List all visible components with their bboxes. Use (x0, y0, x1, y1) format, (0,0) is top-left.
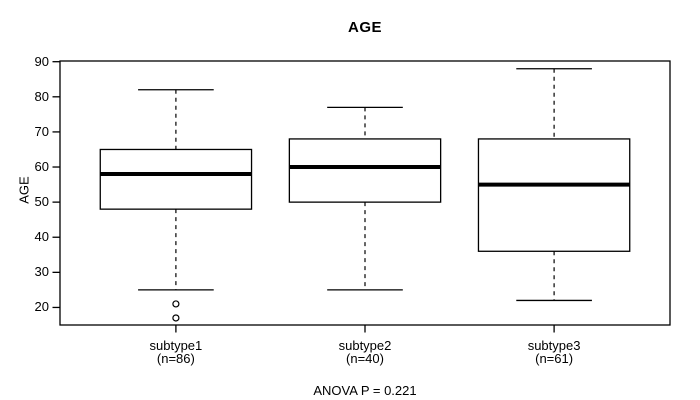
outlier-point (172, 300, 180, 308)
group-name: subtype3 (527, 338, 581, 353)
outlier-point (172, 314, 180, 322)
chart-title: AGE (347, 19, 382, 36)
y-tick-label: 20 (34, 299, 49, 315)
iqr-box (99, 148, 253, 210)
group-n-count: (n=40) (346, 351, 384, 366)
x-group-label-subtype1: subtype1 (n=86) (96, 339, 256, 365)
anova-annotation: ANOVA P = 0.221 (313, 383, 417, 398)
y-tick-label: 50 (34, 194, 49, 210)
group-n-count: (n=61) (535, 351, 574, 366)
y-tick-label: 30 (34, 264, 49, 280)
group-name: subtype2 (338, 338, 392, 353)
boxplot-subtype1 (99, 89, 253, 333)
y-tick-label: 70 (34, 123, 49, 139)
iqr-box (477, 138, 631, 252)
x-group-label-subtype3: subtype3 (n=61) (474, 339, 634, 365)
boxplot-subtype2 (288, 106, 442, 333)
x-group-label-subtype2: subtype2 (n=40) (285, 339, 445, 365)
boxplot-subtype3 (477, 68, 631, 333)
group-name: subtype1 (149, 338, 203, 353)
y-tick-label: 40 (34, 229, 49, 245)
iqr-box (288, 138, 442, 203)
y-tick-label: 80 (34, 88, 49, 104)
y-tick-label: 60 (34, 159, 49, 175)
y-tick-label: 90 (34, 53, 49, 69)
group-n-count: (n=86) (156, 351, 195, 366)
